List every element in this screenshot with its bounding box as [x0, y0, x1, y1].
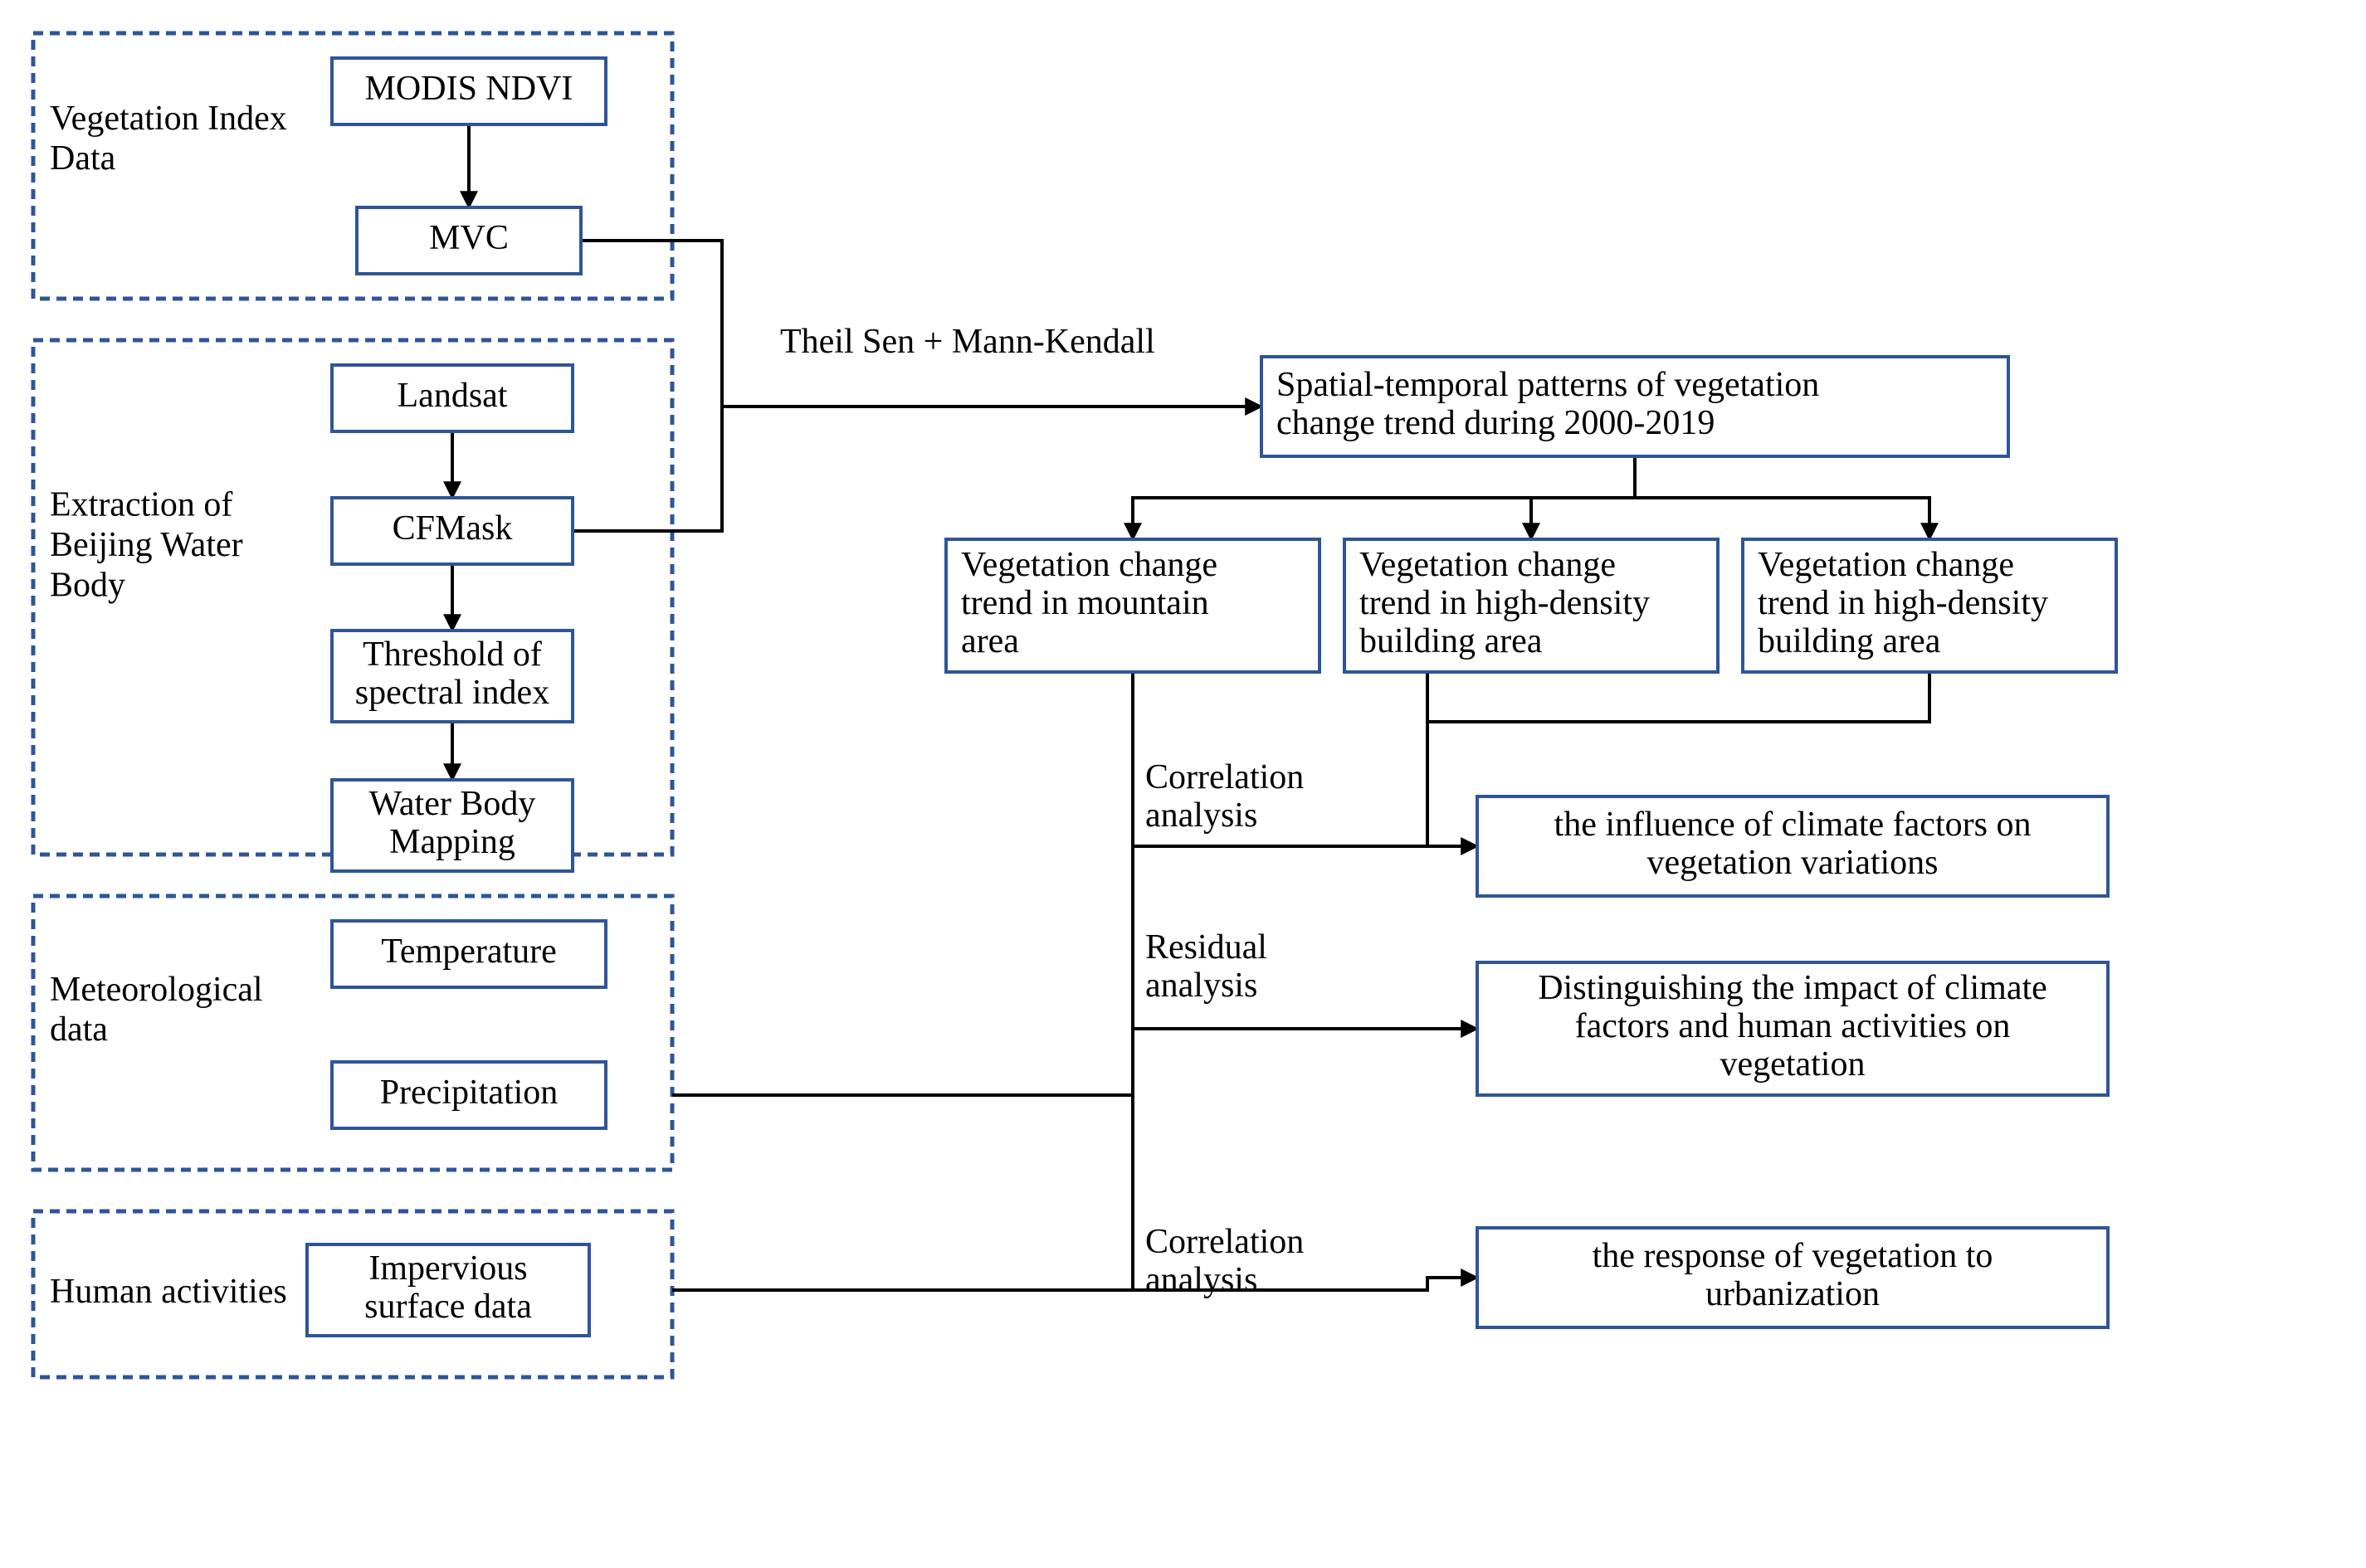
annotation-resid: Residualanalysis: [1145, 928, 1267, 1005]
box-temperature-label: Temperature: [381, 933, 557, 971]
box-modis-label: MODIS NDVI: [365, 70, 573, 108]
edge-spatio-high1: [1531, 456, 1635, 539]
edge-cfmask-out: [573, 407, 1261, 531]
grp-meteo-label: Meteorologicaldata: [50, 970, 263, 1048]
box-waterbody-label: Water BodyMapping: [369, 785, 536, 861]
annotation-corr2: Correlationanalysis: [1145, 1223, 1304, 1299]
box-precip-label: Precipitation: [380, 1074, 559, 1112]
grp-human-label: Human activities: [50, 1273, 287, 1311]
grp-water-label: Extraction ofBeijing WaterBody: [50, 485, 243, 604]
edge-meteo-out: [672, 672, 1133, 1095]
edge-high1-down: [1427, 672, 1477, 846]
edge-spatio-high2: [1635, 456, 1929, 539]
box-landsat-label: Landsat: [398, 377, 508, 415]
box-threshold-label: Threshold ofspectral index: [355, 635, 549, 712]
edge-mvc-out: [581, 241, 722, 407]
box-cfmask-label: CFMask: [393, 509, 513, 548]
box-mvc-label: MVC: [429, 219, 509, 257]
annotation-theilsen: Theil Sen + Mann-Kendall: [780, 323, 1155, 361]
edge-human-out: [672, 1278, 1477, 1290]
box-impervious-label: Impervioussurface data: [364, 1249, 532, 1326]
grp-veg-index-label: Vegetation IndexData: [50, 99, 287, 177]
annotation-corr1: Correlationanalysis: [1145, 758, 1304, 835]
edge-high2-down: [1427, 672, 1929, 722]
